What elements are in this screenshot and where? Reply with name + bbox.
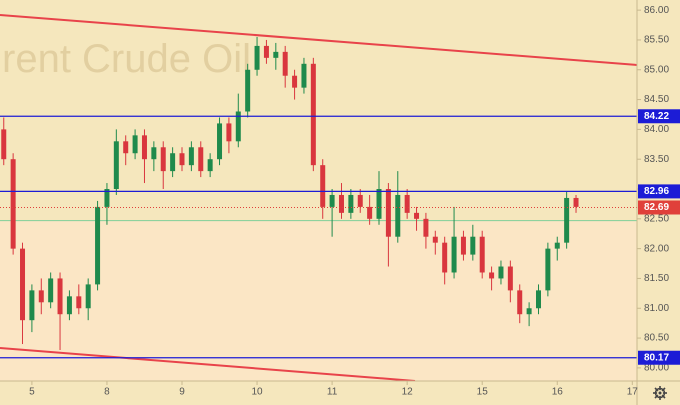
candle-body bbox=[301, 63, 307, 88]
candle-body bbox=[385, 189, 391, 237]
candle-body bbox=[489, 272, 495, 279]
candle-body bbox=[217, 123, 223, 160]
candle-body bbox=[320, 165, 326, 207]
candle-body bbox=[376, 189, 382, 219]
candle-body bbox=[535, 290, 541, 309]
candle-body bbox=[460, 236, 466, 255]
plot-area bbox=[0, 14, 637, 381]
x-tick-label: 16 bbox=[552, 387, 564, 398]
y-tick-label: 85.00 bbox=[644, 64, 669, 75]
candle-body bbox=[367, 206, 373, 219]
settings-icon[interactable] bbox=[653, 386, 667, 400]
candle-body bbox=[85, 284, 91, 309]
candle-body bbox=[170, 153, 176, 172]
candle-body bbox=[179, 153, 185, 166]
candle-body bbox=[1, 129, 7, 160]
candle-body bbox=[573, 197, 579, 207]
candle-body bbox=[254, 45, 260, 70]
trend-line bbox=[0, 347, 416, 381]
candle-body bbox=[235, 111, 241, 142]
candle-body bbox=[104, 189, 110, 207]
candle-body bbox=[95, 206, 101, 285]
last-price-label: 82.69 bbox=[644, 202, 669, 213]
last-price-bg bbox=[638, 200, 680, 215]
y-tick-label: 80.50 bbox=[644, 333, 669, 344]
candle-body bbox=[151, 147, 157, 160]
x-tick-label: 11 bbox=[327, 387, 338, 398]
y-tick-label: 83.50 bbox=[644, 154, 669, 165]
candle-body bbox=[132, 135, 138, 154]
candle-body bbox=[554, 242, 560, 249]
candle-body bbox=[292, 75, 298, 88]
trend-line bbox=[0, 14, 637, 66]
candle-body bbox=[329, 194, 335, 207]
candle-body bbox=[10, 159, 16, 249]
candle-body bbox=[245, 69, 251, 112]
candle-body bbox=[479, 236, 485, 273]
candle-body bbox=[357, 194, 363, 207]
candle-body bbox=[507, 266, 513, 291]
candle-body bbox=[160, 147, 166, 172]
level-label-bg bbox=[638, 184, 680, 199]
candle-body bbox=[188, 147, 194, 166]
candle-body bbox=[414, 212, 420, 219]
candle-body bbox=[348, 194, 354, 213]
candle-body bbox=[76, 296, 82, 309]
candle-body bbox=[226, 123, 232, 142]
watermark: rent Crude Oil bbox=[2, 37, 251, 81]
candle-body bbox=[404, 194, 410, 213]
lower-zone bbox=[0, 220, 637, 381]
candle-body bbox=[263, 45, 269, 58]
y-tick-label: 85.50 bbox=[644, 35, 669, 46]
level-label: 80.17 bbox=[644, 352, 669, 363]
candle-body bbox=[123, 141, 129, 154]
candle-body bbox=[207, 159, 213, 172]
y-tick-label: 81.00 bbox=[644, 303, 669, 314]
candle-body bbox=[310, 63, 316, 166]
level-label-bg bbox=[638, 109, 680, 124]
x-tick-label: 8 bbox=[104, 387, 110, 398]
candle-body bbox=[432, 236, 438, 243]
candle-body bbox=[66, 296, 72, 315]
candle-body bbox=[338, 194, 344, 213]
candle-body bbox=[423, 218, 429, 237]
candle-body bbox=[57, 278, 63, 315]
candle-body bbox=[273, 51, 279, 58]
candle-body bbox=[470, 236, 476, 255]
candle-body bbox=[141, 135, 147, 160]
y-tick-label: 82.50 bbox=[644, 213, 669, 224]
y-tick-label: 84.50 bbox=[644, 94, 669, 105]
candle-body bbox=[564, 197, 570, 243]
candle-body bbox=[545, 248, 551, 291]
candle-body bbox=[20, 248, 26, 321]
x-tick-label: 10 bbox=[251, 387, 263, 398]
y-tick-label: 86.00 bbox=[644, 5, 669, 16]
candle-body bbox=[517, 290, 523, 315]
candle-body bbox=[442, 242, 448, 273]
y-tick-label: 82.00 bbox=[644, 243, 669, 254]
candle-body bbox=[526, 308, 532, 315]
y-tick-label: 80.00 bbox=[644, 363, 669, 374]
candle-body bbox=[498, 266, 504, 279]
x-tick-label: 5 bbox=[29, 387, 35, 398]
candle-body bbox=[38, 290, 44, 303]
x-tick-label: 12 bbox=[402, 387, 414, 398]
x-tick-label: 17 bbox=[627, 387, 639, 398]
y-tick-label: 81.50 bbox=[644, 273, 669, 284]
x-tick-label: 9 bbox=[179, 387, 185, 398]
candle-body bbox=[29, 290, 35, 321]
y-tick-label: 84.00 bbox=[644, 124, 669, 135]
candle-body bbox=[113, 141, 119, 190]
x-tick-label: 15 bbox=[477, 387, 489, 398]
candle-body bbox=[48, 278, 54, 303]
level-label-bg bbox=[638, 350, 680, 365]
candle-body bbox=[395, 194, 401, 237]
candle-body bbox=[198, 147, 204, 172]
candle-body bbox=[282, 51, 288, 76]
candle-body bbox=[451, 236, 457, 273]
level-label: 82.96 bbox=[644, 186, 669, 197]
level-label: 84.22 bbox=[644, 111, 669, 122]
